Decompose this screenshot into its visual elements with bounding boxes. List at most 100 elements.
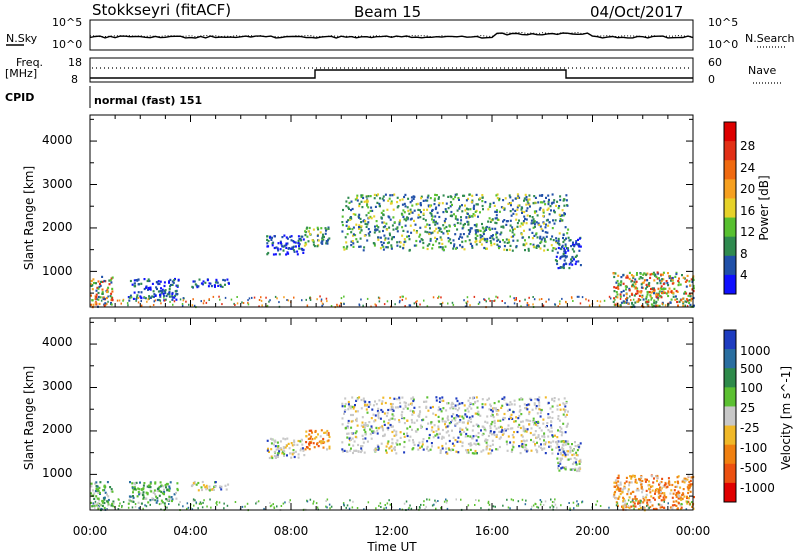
- scatter-cell: [360, 221, 363, 224]
- scatter-cell: [630, 501, 632, 504]
- scatter-cell: [529, 215, 531, 218]
- scatter-cell: [406, 419, 409, 422]
- scatter-cell: [509, 201, 512, 205]
- scatter-cell: [638, 277, 641, 280]
- scatter-cell: [547, 203, 550, 206]
- freq-tick-top: 18: [68, 56, 82, 69]
- scatter-cell: [518, 410, 521, 413]
- scatter-cell: [468, 214, 471, 217]
- scatter-cell: [472, 213, 475, 216]
- scatter-cell: [369, 195, 372, 198]
- scatter-cell: [522, 220, 525, 223]
- scatter-cell: [377, 226, 380, 229]
- scatter-cell: [461, 204, 463, 207]
- scatter-cell: [500, 225, 503, 228]
- scatter-cell: [260, 299, 263, 302]
- scatter-cell: [675, 272, 678, 276]
- scatter-cell: [511, 433, 514, 437]
- scatter-cell: [560, 430, 563, 433]
- scatter-cell: [132, 500, 135, 503]
- scatter-cell: [663, 492, 666, 495]
- scatter-cell: [422, 448, 425, 451]
- scatter-cell: [95, 295, 98, 298]
- scatter-cell: [561, 266, 564, 269]
- scatter-cell: [478, 301, 481, 304]
- scatter-cell: [401, 396, 404, 399]
- scatter-cell: [476, 400, 479, 403]
- scatter-cell: [650, 495, 653, 498]
- scatter-cell: [446, 415, 449, 418]
- scatter-cell: [488, 397, 490, 400]
- scatter-cell: [542, 418, 545, 421]
- scatter-cell: [370, 425, 373, 428]
- scatter-cell: [135, 298, 138, 301]
- scatter-cell: [387, 237, 390, 240]
- scatter-cell: [118, 504, 120, 507]
- scatter-cell: [558, 205, 561, 208]
- scatter-cell: [563, 250, 566, 253]
- scatter-cell: [149, 286, 152, 289]
- scatter-cell: [467, 420, 470, 423]
- scatter-cell: [645, 295, 648, 298]
- scatter-cell: [650, 298, 652, 301]
- scatter-cell: [684, 290, 687, 294]
- scatter-cell: [197, 481, 200, 485]
- scatter-cell: [658, 483, 661, 486]
- scatter-cell: [465, 449, 468, 452]
- scatter-cell: [649, 505, 652, 509]
- scatter-cell: [634, 505, 637, 508]
- scatter-cell: [307, 240, 310, 243]
- scatter-cell: [423, 299, 425, 302]
- scatter-cell: [173, 300, 176, 303]
- scatter-cell: [495, 427, 498, 430]
- scatter-cell: [561, 297, 563, 300]
- scatter-cell: [226, 278, 229, 281]
- scatter-cell: [555, 237, 558, 240]
- scatter-cell: [557, 445, 560, 449]
- scatter-cell: [513, 227, 516, 230]
- scatter-cell: [658, 295, 661, 298]
- scatter-cell: [676, 298, 678, 300]
- scatter-cell: [477, 425, 480, 428]
- scatter-cell: [471, 244, 474, 248]
- scatter-cell: [407, 197, 410, 200]
- scatter-cell: [142, 496, 145, 499]
- scatter-cell: [97, 491, 100, 494]
- scatter-cell: [350, 447, 352, 450]
- scatter-cell: [358, 303, 360, 306]
- scatter-cell: [326, 506, 328, 509]
- scatter-cell: [363, 399, 365, 402]
- scatter-cell: [686, 495, 688, 498]
- scatter-cell: [351, 506, 354, 509]
- scatter-cell: [93, 502, 96, 506]
- scatter-cell: [526, 200, 529, 203]
- scatter-cell: [530, 508, 532, 511]
- scatter-cell: [565, 199, 568, 202]
- scatter-cell: [367, 221, 370, 224]
- scatter-cell: [671, 276, 674, 280]
- scatter-cell: [385, 451, 388, 454]
- scatter-cell: [565, 237, 567, 240]
- scatter-cell: [546, 248, 549, 251]
- vel-cbar-tick-100: 100: [740, 381, 763, 395]
- scatter-cell: [471, 246, 474, 249]
- scatter-cell: [625, 301, 628, 304]
- scatter-cell: [409, 425, 412, 428]
- scatter-cell: [489, 299, 491, 302]
- scatter-cell: [445, 431, 448, 434]
- scatter-cell: [524, 217, 526, 221]
- scatter-cell: [673, 489, 676, 492]
- scatter-cell: [576, 469, 579, 472]
- scatter-cell: [377, 448, 380, 451]
- scatter-cell: [283, 454, 286, 457]
- scatter-cell: [120, 302, 122, 305]
- scatter-cell: [688, 292, 691, 295]
- scatter-cell: [385, 414, 388, 418]
- scatter-cell: [546, 425, 548, 428]
- scatter-cell: [556, 443, 559, 446]
- scatter-cell: [377, 407, 380, 410]
- scatter-cell: [412, 398, 415, 401]
- scatter-cell: [503, 241, 506, 244]
- scatter-cell: [364, 430, 367, 434]
- scatter-cell: [447, 207, 450, 210]
